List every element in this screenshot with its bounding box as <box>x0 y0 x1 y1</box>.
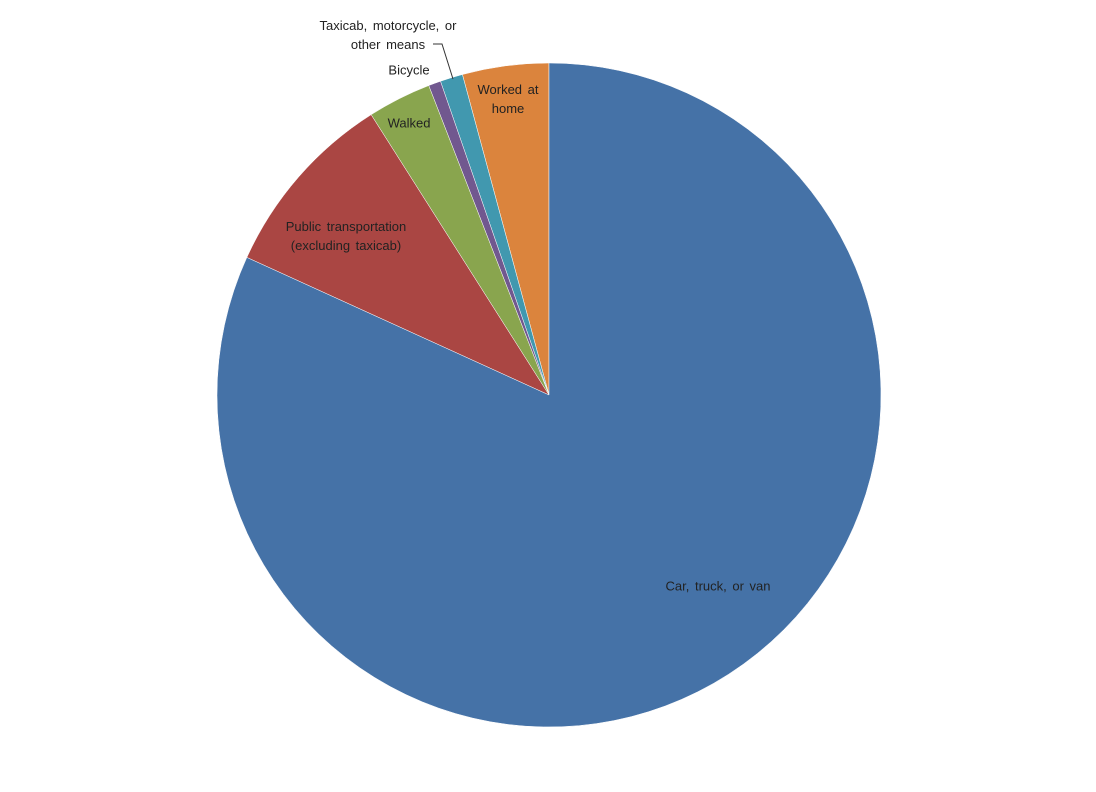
slice-label: Worked at home <box>477 82 539 116</box>
pie-slice <box>216 62 882 728</box>
slice-label: Bicycle <box>388 62 430 78</box>
leader-line <box>433 43 454 80</box>
slice-label: Public transportation (excluding taxicab… <box>285 219 407 253</box>
pie-slice <box>246 114 550 396</box>
slice-label: Car, truck, or van <box>665 578 771 594</box>
slice-label: Walked <box>387 115 431 131</box>
slice-label: Taxicab, motorcycle, or other means <box>319 18 457 52</box>
